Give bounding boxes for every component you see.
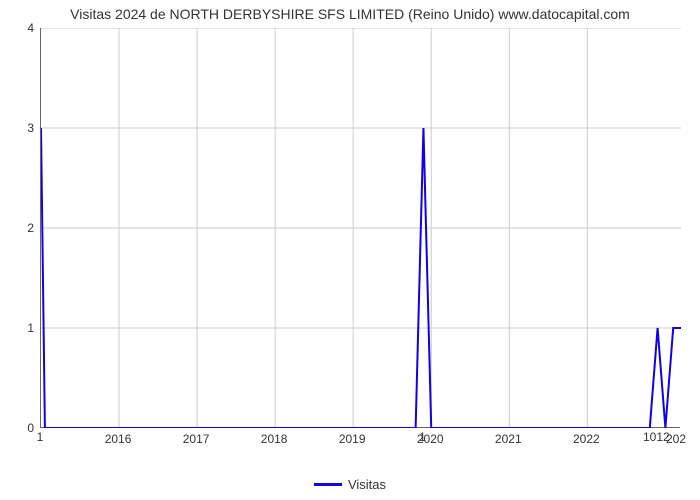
x-tick-label: 2022 xyxy=(573,432,600,446)
value-label: 1 xyxy=(419,430,426,444)
legend-label: Visitas xyxy=(348,477,386,492)
series-line-visitas xyxy=(41,128,681,428)
y-tick-label: 0 xyxy=(4,421,34,435)
y-tick-label: 2 xyxy=(4,221,34,235)
plot-svg xyxy=(41,28,681,428)
legend-swatch xyxy=(314,483,342,486)
chart-container: Visitas 2024 de NORTH DERBYSHIRE SFS LIM… xyxy=(0,0,700,500)
plot-area xyxy=(40,28,680,428)
y-tick-label: 1 xyxy=(4,321,34,335)
x-tick-label: 2021 xyxy=(495,432,522,446)
y-tick-label: 3 xyxy=(4,121,34,135)
value-label: 1 xyxy=(37,430,44,444)
y-tick-label: 4 xyxy=(4,21,34,35)
x-tick-label: 2019 xyxy=(339,432,366,446)
value-label: 1012 xyxy=(643,430,670,444)
x-tick-label: 2017 xyxy=(183,432,210,446)
legend: Visitas xyxy=(0,473,700,492)
legend-item-visitas: Visitas xyxy=(314,477,386,492)
chart-title: Visitas 2024 de NORTH DERBYSHIRE SFS LIM… xyxy=(0,6,700,22)
x-tick-label: 2016 xyxy=(105,432,132,446)
x-tick-label: 2018 xyxy=(261,432,288,446)
